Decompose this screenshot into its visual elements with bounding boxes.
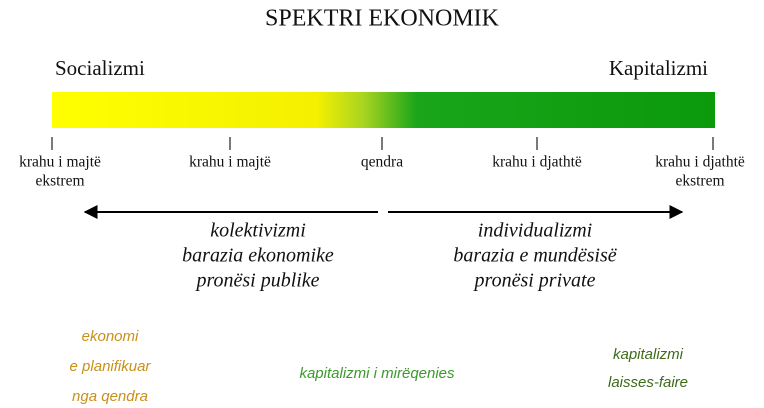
example-text: e planifikuar bbox=[70, 358, 152, 375]
spectrum-bar bbox=[52, 92, 715, 128]
scale-label: krahu i majtë bbox=[189, 154, 271, 171]
example-text: kapitalizmi bbox=[613, 346, 684, 363]
side-text: barazia ekonomike bbox=[182, 245, 334, 267]
scale-label: ekstrem bbox=[675, 173, 724, 190]
side-text: kolektivizmi bbox=[210, 220, 306, 242]
scale-label: qendra bbox=[361, 154, 403, 171]
example-text: kapitalizmi i mirëqenies bbox=[299, 365, 455, 382]
example-text: laisses-faire bbox=[608, 374, 688, 391]
example-text: nga qendra bbox=[72, 388, 148, 405]
scale-label: krahu i majtë bbox=[19, 154, 101, 171]
scale-label: ekstrem bbox=[35, 173, 84, 190]
example-text: ekonomi bbox=[82, 328, 139, 345]
title: SPEKTRI EKONOMIK bbox=[265, 6, 500, 32]
side-text: individualizmi bbox=[478, 220, 592, 242]
scale-label: krahu i djathtë bbox=[655, 154, 745, 171]
side-text: pronësi publike bbox=[194, 270, 319, 292]
scale-label: krahu i djathtë bbox=[492, 154, 582, 171]
side-text: pronësi private bbox=[473, 270, 596, 292]
right-label: Kapitalizmi bbox=[609, 56, 708, 80]
side-text: barazia e mundësisë bbox=[453, 245, 617, 267]
left-label: Socializmi bbox=[55, 56, 145, 80]
